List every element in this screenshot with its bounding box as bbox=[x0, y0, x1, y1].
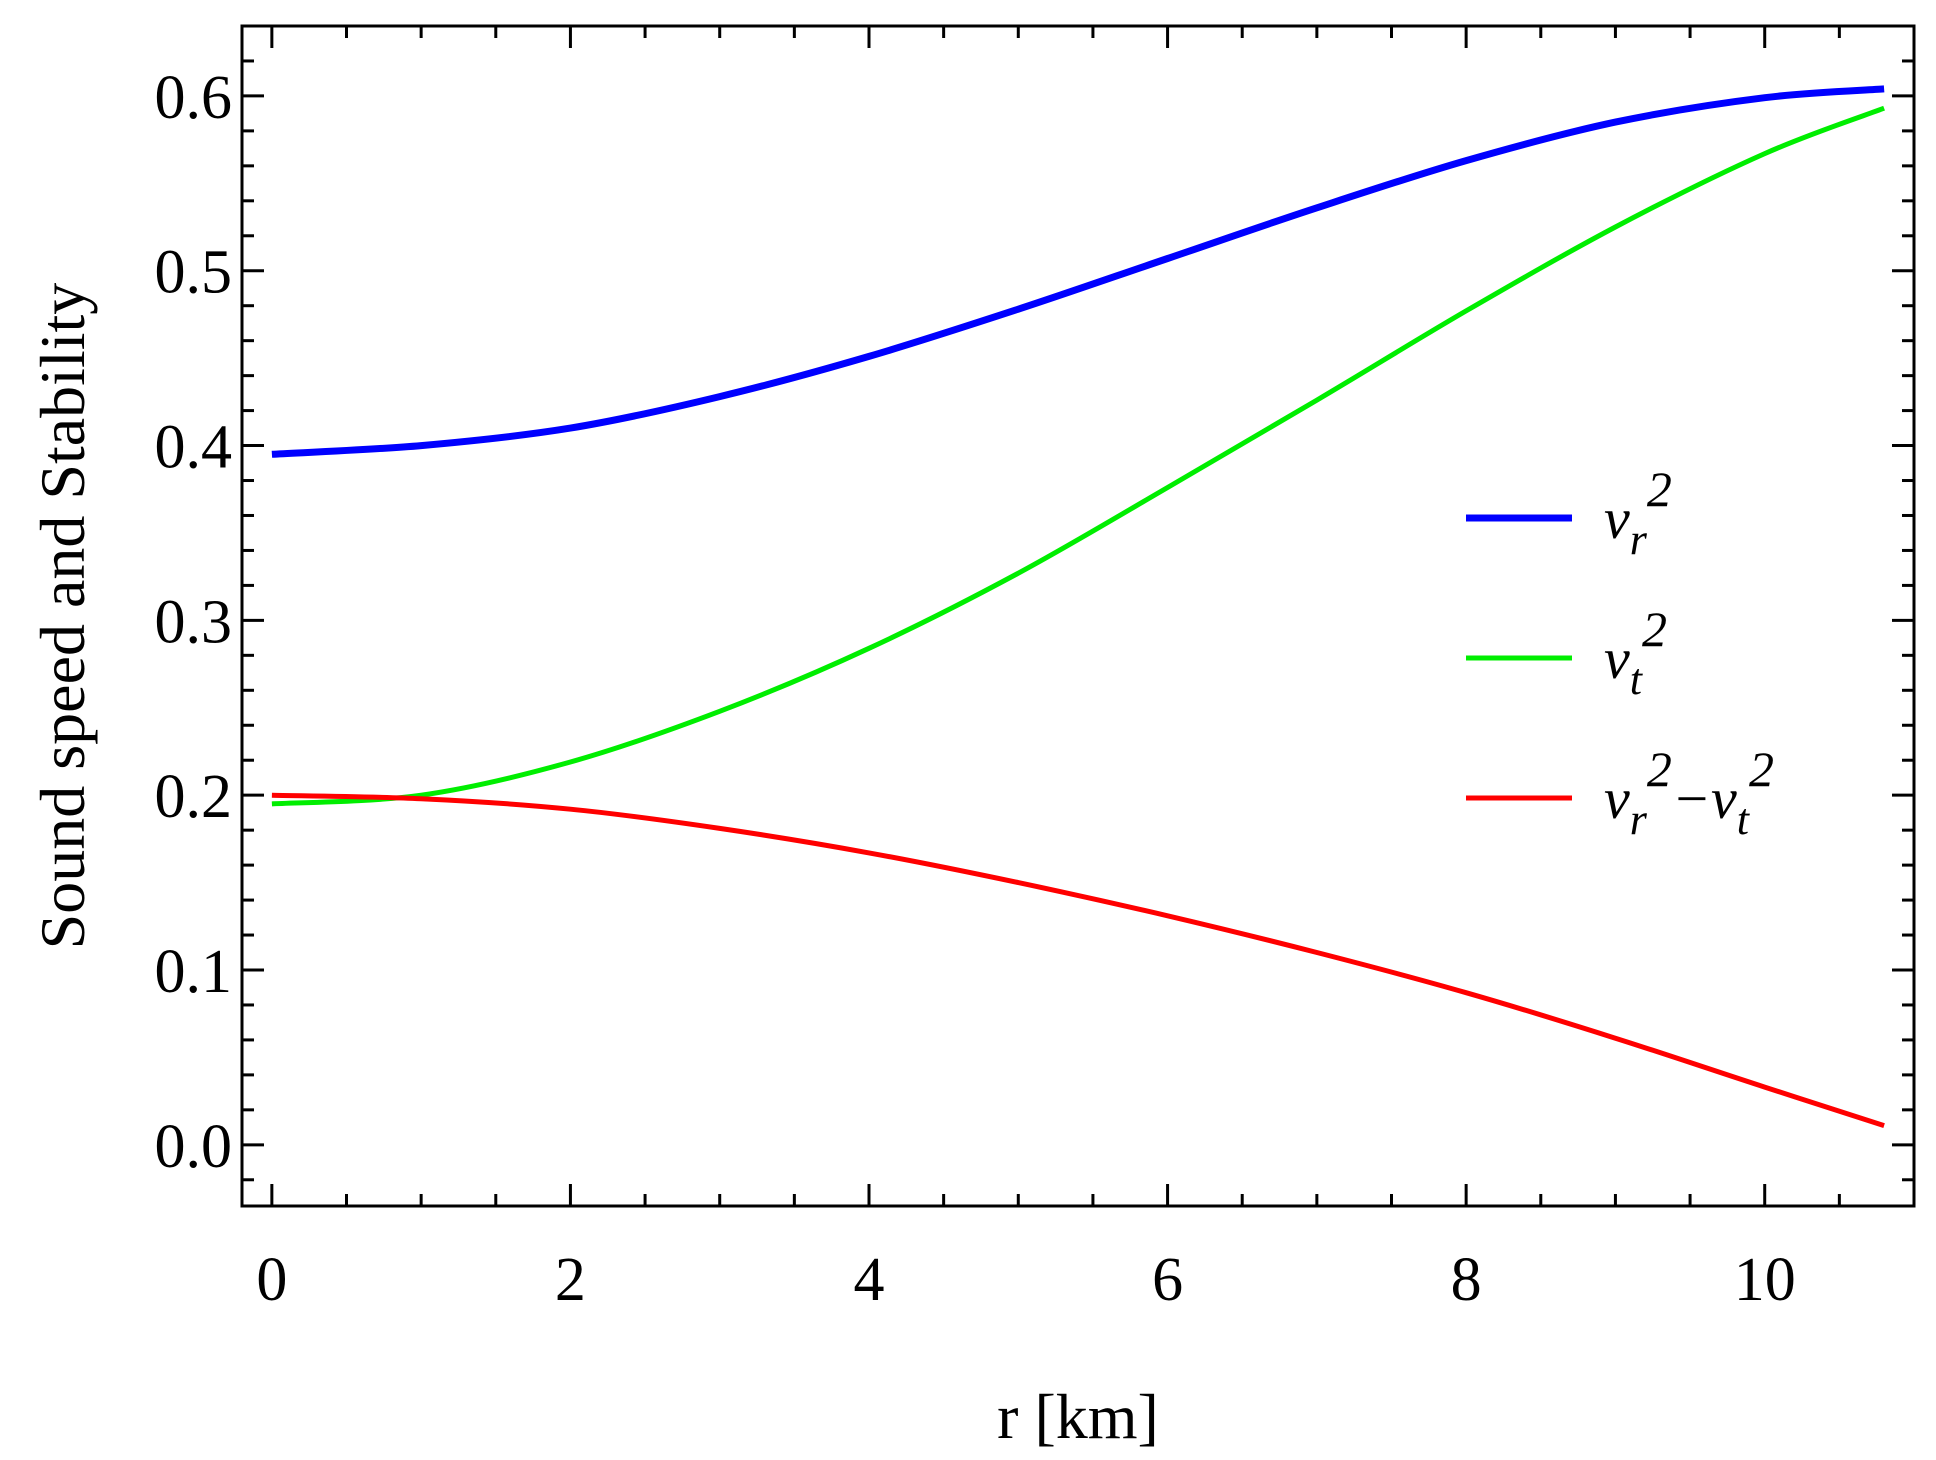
y-tick-label: 0.1 bbox=[155, 938, 233, 1006]
y-tick-label: 0.4 bbox=[155, 414, 233, 482]
series-line-vr2 bbox=[271, 85, 1885, 458]
y-tick-label: 0.5 bbox=[155, 239, 233, 307]
x-tick-label: 0 bbox=[256, 1246, 287, 1314]
y-tick-label: 0.6 bbox=[155, 64, 233, 132]
y-axis-title: Sound speed and Stability bbox=[27, 283, 98, 950]
x-tick-label: 8 bbox=[1451, 1246, 1482, 1314]
legend-entry-vt2: vt2 bbox=[1466, 601, 1667, 704]
y-tick-label: 0.0 bbox=[155, 1113, 233, 1181]
legend-entry-vr2-minus-vt2: vr2−vt2 bbox=[1466, 741, 1774, 844]
legend-entry-vr2: vr2 bbox=[1466, 461, 1672, 564]
series-line-vt2 bbox=[271, 105, 1885, 807]
series-lines bbox=[271, 85, 1885, 1128]
plot-frame bbox=[240, 24, 1916, 1208]
x-tick-label: 2 bbox=[555, 1246, 586, 1314]
legend: vr2 vt2 vr2−vt2 bbox=[1466, 461, 1774, 844]
y-axis-ticks bbox=[242, 59, 1914, 1182]
legend-label: vt2 bbox=[1604, 601, 1667, 704]
legend-label: vr2−vt2 bbox=[1604, 741, 1774, 844]
y-axis-tick-labels: 0.0 0.1 0.2 0.3 0.4 0.5 0.6 bbox=[155, 64, 233, 1181]
x-tick-label: 4 bbox=[854, 1246, 885, 1314]
x-axis-tick-labels: 0 2 4 6 8 10 bbox=[256, 1246, 1795, 1314]
y-tick-label: 0.3 bbox=[155, 588, 233, 656]
y-tick-label: 0.2 bbox=[155, 763, 233, 831]
x-axis-title: r [km] bbox=[997, 1381, 1159, 1452]
x-tick-label: 6 bbox=[1152, 1246, 1183, 1314]
series-line-vr2-minus-vt2 bbox=[271, 792, 1885, 1128]
x-tick-label: 10 bbox=[1734, 1246, 1796, 1314]
legend-label: vr2 bbox=[1604, 461, 1672, 564]
x-axis-ticks bbox=[270, 26, 1841, 1206]
